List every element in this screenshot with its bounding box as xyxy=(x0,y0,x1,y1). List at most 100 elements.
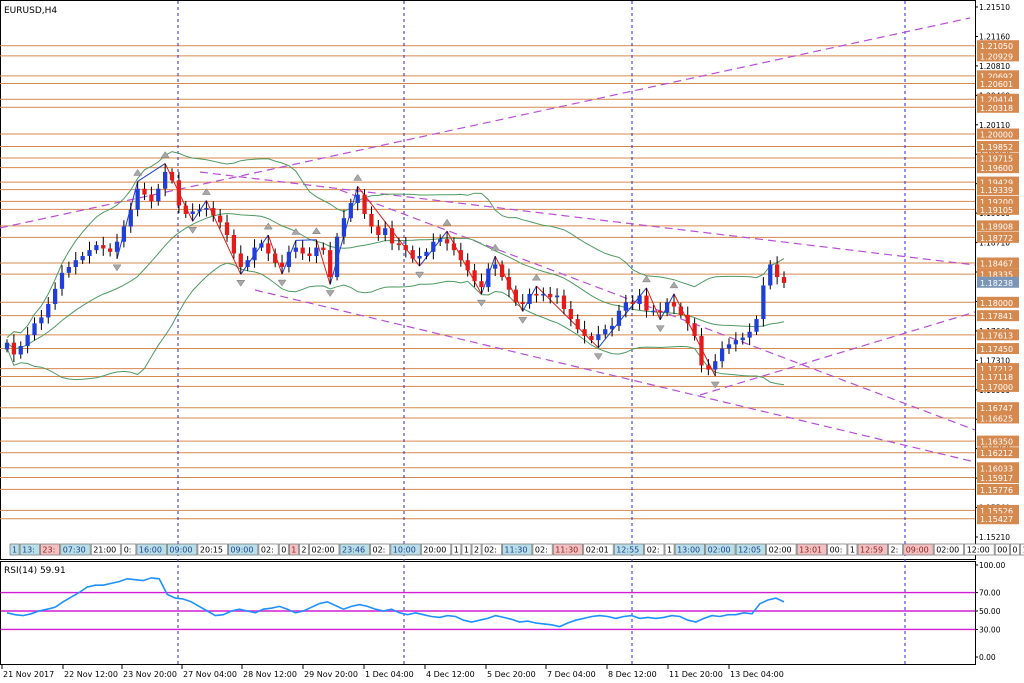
price-tick-label: 1.15210 xyxy=(979,533,1010,542)
fractal-down-marker xyxy=(188,227,198,234)
candle-body xyxy=(410,250,415,259)
candle-body xyxy=(465,260,470,271)
candle-body xyxy=(699,335,704,366)
price-level-label: 1.17118 xyxy=(980,373,1013,382)
rsi-tick-label: 70.00 xyxy=(979,589,1001,598)
time-label-box: 20:00 xyxy=(420,543,452,556)
time-label-box-frame xyxy=(258,543,279,556)
candle-body xyxy=(176,180,182,206)
price-level-box xyxy=(977,184,1019,196)
candle-body xyxy=(94,245,99,251)
time-label-box: 09:00 xyxy=(228,543,259,556)
price-level-label: 1.16625 xyxy=(980,414,1013,423)
candle-body xyxy=(499,264,505,278)
bear-candle xyxy=(11,334,17,362)
candle-body xyxy=(39,317,44,324)
price-level-box xyxy=(977,50,1019,62)
bear-candle xyxy=(169,168,175,184)
price-level-box xyxy=(977,162,1019,174)
price-level-box xyxy=(977,40,1019,52)
candle-body xyxy=(121,226,127,242)
candle-body xyxy=(589,335,594,341)
time-tick-label: 4 Dec 12:00 xyxy=(426,670,475,679)
price-axis: 1.215101.211601.208101.204601.201101.197… xyxy=(975,3,1019,542)
candle-body xyxy=(169,171,175,181)
candle-body xyxy=(493,264,498,269)
candle-body xyxy=(4,342,10,350)
time-label-text: 07:30 xyxy=(63,546,86,555)
time-label-box: 2 xyxy=(471,543,482,556)
candle-body xyxy=(768,264,773,286)
candle-body xyxy=(293,247,298,252)
candle-body xyxy=(651,310,656,313)
bear-candle xyxy=(685,306,690,331)
price-level-label: 1.19429 xyxy=(980,179,1013,188)
time-tick-label: 13 Dec 04:00 xyxy=(730,670,784,679)
candle-body xyxy=(183,205,188,214)
price-level-label: 1.18467 xyxy=(980,259,1013,268)
fractal-up-marker xyxy=(442,218,452,226)
bull-candle xyxy=(25,327,30,354)
candle-body xyxy=(431,241,436,252)
price-level-label: 1.20000 xyxy=(980,131,1013,140)
price-tick-label: 1.18710 xyxy=(979,239,1010,248)
bull-candle xyxy=(754,315,759,336)
time-label-box-frame xyxy=(613,543,645,556)
fractal-up-marker xyxy=(160,151,170,158)
bull-candle xyxy=(747,323,752,346)
time-label-box-frame xyxy=(278,543,289,556)
candle-body xyxy=(740,337,745,341)
bear-candle xyxy=(458,242,463,267)
candle-body xyxy=(273,253,278,263)
fractal-down-marker xyxy=(112,264,122,272)
bull-candle xyxy=(80,251,85,264)
rsi-line xyxy=(6,577,785,628)
time-axis: 21 Nov 2017 22 Nov 12:00 23 Nov 20:00 27 No… xyxy=(1,665,784,679)
bear-candle xyxy=(410,245,415,263)
zigzag-segment xyxy=(295,239,317,241)
time-label-box: 0 xyxy=(1010,543,1020,556)
bear-candle xyxy=(176,171,182,214)
bull-candle xyxy=(32,317,37,341)
candle-body xyxy=(59,272,65,289)
time-label-box: 21:00 xyxy=(90,543,122,556)
candle-body xyxy=(534,293,539,296)
candle-body xyxy=(719,348,725,362)
candle-body xyxy=(238,253,243,267)
price-level-label: 1.20318 xyxy=(980,104,1013,113)
time-label-text: 20:00 xyxy=(423,546,446,555)
time-label-text: 23: xyxy=(42,546,55,555)
bull-candle xyxy=(726,338,732,355)
rsi-tick-label: 50.00 xyxy=(979,607,1001,616)
price-level-box xyxy=(977,128,1019,140)
fractal-up-marker xyxy=(490,243,500,251)
bear-candle xyxy=(149,186,154,209)
bear-candle xyxy=(561,289,567,315)
bear-candle xyxy=(396,237,402,251)
bear-candle xyxy=(582,320,587,344)
time-label-box-frame xyxy=(90,543,122,556)
bear-candle xyxy=(781,271,787,288)
bull-candle xyxy=(259,239,264,251)
candle-body xyxy=(348,203,353,219)
zigzag-segment xyxy=(646,287,661,320)
bull-candle xyxy=(417,247,422,267)
time-label-box-frame xyxy=(964,543,995,556)
bull-candle xyxy=(156,183,161,206)
bear-candle xyxy=(183,201,188,218)
candle-body xyxy=(623,302,628,311)
candle-body xyxy=(252,247,257,261)
time-label-box: 1 xyxy=(461,543,472,556)
time-label-box-frame xyxy=(502,543,533,556)
time-label-box: 02: xyxy=(258,543,279,556)
price-level-box xyxy=(977,472,1019,484)
rsi-tick-label: 30.00 xyxy=(979,625,1001,634)
time-label-box-frame xyxy=(583,543,614,556)
bear-candle xyxy=(224,214,230,242)
bear-candle xyxy=(266,235,271,261)
time-label-box-frame xyxy=(370,543,391,556)
time-label-text: 12:55 xyxy=(616,546,639,555)
bear-candle xyxy=(307,247,312,262)
time-label-box: 10:00 xyxy=(390,543,421,556)
fractal-markers xyxy=(112,151,720,389)
